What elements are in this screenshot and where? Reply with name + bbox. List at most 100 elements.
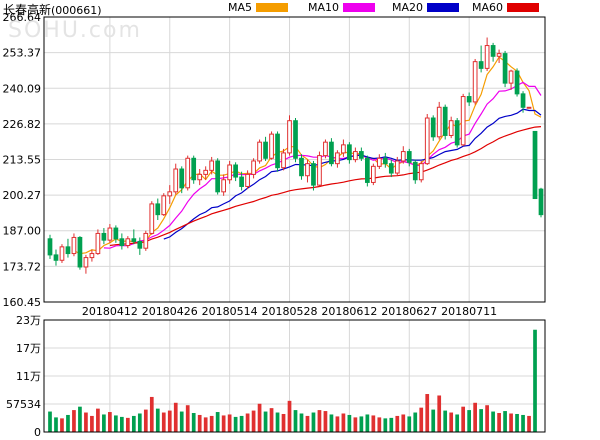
candle-body <box>490 45 496 57</box>
volume-bar <box>96 408 100 432</box>
volume-bar <box>137 413 142 432</box>
legend-swatch <box>343 3 376 12</box>
candle-body <box>317 155 322 186</box>
volume-bar <box>78 406 82 432</box>
candle-body <box>460 96 466 146</box>
volume-bar <box>419 407 424 432</box>
volume-bar <box>287 400 292 432</box>
price-tick-label: 173.72 <box>3 260 42 273</box>
volume-bar <box>395 415 400 432</box>
volume-bar <box>191 413 196 432</box>
candle-body <box>77 236 83 268</box>
candle-body <box>263 141 268 159</box>
volume-bar <box>167 410 172 432</box>
candle-body <box>245 173 250 187</box>
candle-body <box>472 61 478 103</box>
volume-bar <box>161 412 166 432</box>
candle-body <box>430 117 436 138</box>
legend-ma10: MA10 <box>308 1 376 14</box>
candle-body <box>71 236 77 255</box>
volume-bar <box>509 413 513 432</box>
volume-tick-label: 17万 <box>16 342 41 355</box>
candle-body <box>448 120 454 136</box>
volume-bar <box>48 411 52 432</box>
candle-body <box>287 120 292 154</box>
candle-body <box>65 246 71 255</box>
candle-body <box>257 141 262 162</box>
volume-bar <box>269 408 274 432</box>
candle-body <box>418 163 424 181</box>
candle-body <box>113 227 119 240</box>
volume-bar <box>461 406 466 432</box>
candle-body <box>364 157 370 183</box>
candle-body <box>502 53 508 84</box>
stock-code: (000661) <box>51 4 102 17</box>
candle-body <box>89 253 95 259</box>
volume-tick-label: 57534 <box>6 398 41 411</box>
date-tick-label: 20180627 <box>381 305 437 318</box>
volume-bar <box>179 411 184 432</box>
volume-tick-label: 11万 <box>16 370 41 383</box>
ma60-line <box>109 126 542 247</box>
volume-bar <box>215 412 220 432</box>
price-tick-label: 200.27 <box>3 189 42 202</box>
candle-body <box>269 133 274 159</box>
candle-body <box>478 61 484 69</box>
volume-bar <box>491 411 495 432</box>
candle-body <box>484 45 490 69</box>
candle-body <box>167 191 173 197</box>
candle-body <box>436 106 442 138</box>
date-tick-label: 20180412 <box>82 305 138 318</box>
candle-body <box>143 232 149 249</box>
volume-bar <box>335 416 340 432</box>
candle-body <box>125 238 131 247</box>
volume-bar <box>203 417 208 432</box>
volume-bar <box>293 410 298 432</box>
candle-body <box>281 152 286 169</box>
watermark: SOHU.com <box>8 18 142 43</box>
volume-bar <box>281 413 286 432</box>
volume-bar <box>239 415 244 432</box>
candle-body <box>329 141 334 165</box>
date-axis-labels: 20180412 20180426 20180514 20180528 20180612… <box>82 305 497 318</box>
candle-body <box>496 53 502 57</box>
volume-bar <box>455 414 460 432</box>
moving-average-lines <box>73 56 542 255</box>
volume-bar <box>209 415 214 432</box>
volume-bar <box>503 411 507 432</box>
volume-bar <box>425 394 430 432</box>
volume-bar <box>233 416 238 432</box>
volume-bar <box>197 414 202 432</box>
volume-bar <box>497 413 501 432</box>
volume-bar <box>119 416 124 432</box>
legend-ma20: MA20 <box>392 1 460 14</box>
volume-bar <box>185 405 190 432</box>
candle-body <box>221 179 227 193</box>
volume-tick-label: 0 <box>34 426 41 439</box>
candle-body <box>275 133 280 169</box>
volume-bar <box>323 411 328 432</box>
volume-bar <box>527 415 531 432</box>
candle-body <box>347 144 352 161</box>
candle-body <box>149 203 155 234</box>
volume-bar <box>54 417 58 432</box>
chart-frame <box>43 16 546 433</box>
grid-lines <box>44 16 545 433</box>
candle-body <box>466 96 472 103</box>
volume-bar <box>311 412 316 432</box>
legend-ma60: MA60 <box>472 1 540 14</box>
volume-bar <box>251 410 256 432</box>
volume-bar <box>383 418 388 432</box>
candle-body <box>299 157 304 177</box>
candle-body <box>442 106 448 136</box>
price-tick-label: 213.55 <box>3 153 42 166</box>
stock-name: 长春高新 <box>3 3 52 17</box>
candle-body <box>251 160 256 175</box>
candle-body <box>532 130 538 200</box>
candle-body <box>305 163 310 177</box>
candle-body <box>83 257 89 268</box>
volume-bar <box>84 412 88 432</box>
volume-axis-labels: 23万 17万 11万 57534 0 <box>6 314 41 439</box>
volume-bar <box>473 402 477 432</box>
legend-label: MA5 <box>228 1 253 14</box>
